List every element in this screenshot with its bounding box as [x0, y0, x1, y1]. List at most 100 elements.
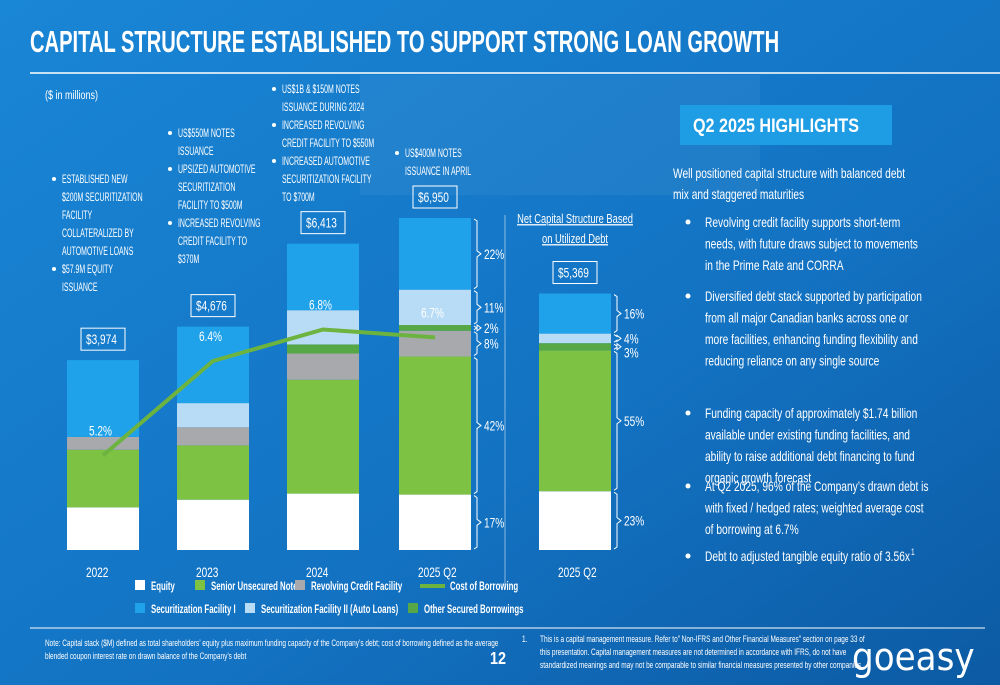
bullet	[685, 553, 691, 559]
x-tick-label: 2022	[86, 564, 109, 580]
legend-label: Equity	[151, 581, 175, 594]
annotation: US$400M NOTES	[405, 147, 462, 160]
share-label: 2%	[484, 320, 499, 336]
bullet	[272, 159, 276, 163]
bar-segment	[399, 494, 471, 550]
footnote: this presentation. Capital management me…	[540, 647, 846, 657]
bullet	[168, 167, 172, 171]
footnote: standardized meanings and may not be com…	[540, 660, 861, 670]
share-label: 11%	[484, 300, 504, 316]
bar-segment	[539, 343, 611, 351]
bar-segment	[287, 310, 359, 345]
highlights-bullet: Debt to adjusted tangible equity ratio o…	[705, 548, 910, 564]
footnote: This is a capital management measure. Re…	[540, 634, 865, 644]
legend-label: Senior Unsecured Note	[211, 581, 298, 594]
brace	[473, 495, 482, 550]
legend-swatch	[195, 580, 205, 590]
footnote-ref: 1	[911, 547, 915, 557]
bar-segment	[539, 350, 611, 492]
brace	[473, 218, 482, 290]
bullet	[685, 483, 691, 489]
bar-segment	[287, 344, 359, 354]
page-number: 12	[490, 649, 506, 669]
bullet	[272, 87, 276, 91]
bar-segment	[287, 353, 359, 380]
share-label: 16%	[624, 306, 644, 322]
annotation: UPSIZED AUTOMOTIVE	[178, 163, 256, 176]
brace	[473, 331, 482, 356]
annotation: CREDIT FACILITY TO $550M	[282, 137, 374, 150]
bullet	[685, 410, 691, 416]
bar-segment	[177, 403, 249, 428]
total-label: $3,974	[86, 332, 117, 348]
x-tick-label: 2023	[196, 564, 219, 580]
x-tick-label: 2025 Q2	[418, 564, 457, 580]
annotation: INCREASED REVOLVING	[282, 119, 365, 132]
bar-segment	[177, 445, 249, 500]
bar-segment	[67, 449, 139, 508]
bar-segment	[67, 360, 139, 437]
annotation: ISSUANCE IN APRIL	[405, 165, 471, 178]
total-label: $6,950	[418, 189, 449, 205]
brace	[613, 350, 622, 491]
bullet	[52, 267, 56, 271]
highlights-bullet: Diversified debt stack supported by part…	[705, 288, 922, 304]
highlights-heading: Q2 2025 HIGHLIGHTS	[693, 115, 859, 137]
share-label: 3%	[624, 345, 639, 361]
highlights-intro: mix and staggered maturities	[673, 186, 804, 202]
share-label: 55%	[624, 413, 644, 429]
line-label: 5.2%	[89, 423, 112, 439]
units-note: ($ in millions)	[45, 89, 98, 103]
annotation: SECURITIZATION FACILITY	[282, 173, 372, 186]
legend-swatch	[135, 603, 145, 613]
total-box	[190, 294, 236, 318]
legend-swatch	[135, 580, 145, 590]
total-label: $6,413	[306, 215, 337, 231]
total-label: $4,676	[196, 298, 227, 314]
line-label: 6.4%	[199, 328, 222, 344]
bullet	[52, 177, 56, 181]
share-label: 23%	[624, 513, 644, 529]
bar-segment	[67, 507, 139, 550]
bar-segment	[539, 333, 611, 344]
bar-segment	[177, 326, 249, 404]
annotation: ISSUANCE	[178, 145, 214, 158]
bar-segment	[177, 427, 249, 446]
legend-swatch	[245, 603, 255, 613]
total-box	[552, 261, 598, 285]
legend-swatch	[408, 603, 418, 613]
brace	[613, 334, 622, 343]
highlights-box	[680, 105, 892, 145]
chart2-title: on Utilized Debt	[542, 233, 609, 247]
annotation: ISSUANCE	[62, 281, 98, 294]
brace	[613, 294, 622, 334]
highlights-bullet: with fixed / hedged rates; weighted aver…	[704, 500, 924, 516]
annotation: FACILITY	[62, 209, 92, 222]
cost-line	[101, 327, 436, 458]
highlights-bullet: Revolving credit facility supports short…	[705, 214, 900, 230]
bullet	[685, 219, 691, 225]
annotation: AUTOMOTIVE LOANS	[62, 245, 134, 258]
highlights-bullet: in the Prime Rate and CORRA	[705, 257, 844, 273]
share-label: 42%	[484, 418, 504, 434]
legend-label: Securitization Facility I	[151, 604, 236, 617]
title: CAPITAL STRUCTURE ESTABLISHED TO SUPPORT…	[30, 24, 779, 60]
annotation: $57.9M EQUITY	[62, 263, 113, 276]
bar-segment	[539, 491, 611, 550]
line-label: 6.8%	[309, 297, 332, 313]
annotation: COLLATERALIZED BY	[62, 227, 134, 240]
annotation: $200M SECURITIZATION	[62, 191, 143, 204]
highlights-bullet: more facilities, enhancing funding flexi…	[705, 331, 918, 347]
bullet	[168, 131, 172, 135]
legend-label: Cost of Borrowing	[450, 581, 518, 594]
share-label: 17%	[484, 515, 504, 531]
bullet	[685, 293, 691, 299]
footer-note: blended coupon interest rate on drawn ba…	[45, 651, 247, 661]
annotation: TO $700M	[282, 191, 315, 204]
x-tick-label: 2025 Q2	[558, 564, 597, 580]
highlights-bullet: available under existing funding facilit…	[705, 427, 910, 443]
bar-segment	[399, 325, 471, 331]
share-label: 22%	[484, 246, 504, 262]
bar-segment	[399, 356, 471, 495]
